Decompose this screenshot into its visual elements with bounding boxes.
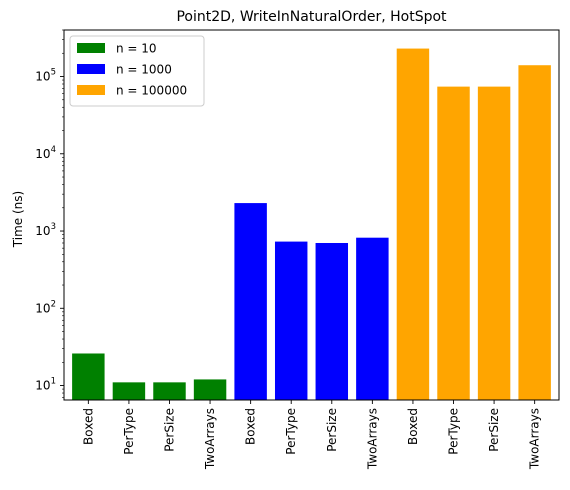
legend-swatch-2 bbox=[77, 85, 105, 95]
bar-series-1-6 bbox=[315, 242, 349, 400]
bar-series-1-7 bbox=[356, 237, 389, 400]
plot-area-frame bbox=[63, 29, 560, 401]
bar-series-0-2 bbox=[153, 382, 186, 400]
x-tick-label-2: PerSize bbox=[162, 408, 176, 452]
legend-label-2: n = 100000 bbox=[116, 84, 187, 98]
x-tick-label-10: PerSize bbox=[487, 408, 501, 452]
bar-series-0-3 bbox=[193, 379, 227, 400]
bar-series-2-8 bbox=[396, 48, 430, 400]
x-tick-label-0: Boxed bbox=[81, 408, 95, 445]
x-axis: Boxed PerType PerSize TwoArrays Boxed PerType… bbox=[81, 400, 542, 470]
bar-series-0-0 bbox=[72, 353, 105, 400]
x-tick-label-8: Boxed bbox=[406, 408, 420, 445]
legend-swatch-0 bbox=[77, 43, 105, 53]
y-tick-label-0: 101 bbox=[35, 377, 56, 393]
y-tick-label-3: 104 bbox=[35, 145, 56, 161]
bar-series-1-4 bbox=[234, 203, 267, 400]
chart-title: Point2D, WriteInNaturalOrder, HotSpot bbox=[176, 9, 447, 25]
x-tick-label-6: PerSize bbox=[325, 408, 339, 452]
x-tick-label-9: PerType bbox=[447, 408, 461, 455]
x-tick-label-1: PerType bbox=[122, 408, 136, 455]
legend-swatch-1 bbox=[77, 64, 105, 74]
y-axis: 101 102 103 104 105 bbox=[35, 29, 64, 398]
bars bbox=[72, 48, 551, 401]
x-tick-label-4: Boxed bbox=[244, 408, 258, 445]
x-tick-label-3: TwoArrays bbox=[203, 408, 217, 470]
bar-series-2-11 bbox=[518, 65, 551, 401]
legend: n = 10 n = 1000 n = 100000 bbox=[69, 35, 205, 107]
bar-series-1-5 bbox=[274, 241, 308, 400]
x-tick-label-5: PerType bbox=[284, 408, 298, 455]
x-tick-label-11: TwoArrays bbox=[528, 408, 542, 470]
x-tick-label-7: TwoArrays bbox=[365, 408, 379, 470]
y-tick-label-4: 105 bbox=[35, 68, 56, 84]
y-tick-label-2: 103 bbox=[35, 222, 56, 238]
bar-series-2-9 bbox=[437, 86, 470, 400]
bar-series-0-1 bbox=[112, 382, 146, 400]
legend-label-0: n = 10 bbox=[116, 42, 157, 56]
bar-series-2-10 bbox=[477, 86, 511, 400]
legend-label-1: n = 1000 bbox=[116, 63, 172, 77]
y-tick-label-1: 102 bbox=[35, 299, 56, 315]
y-axis-label: Time (ns) bbox=[11, 191, 25, 248]
